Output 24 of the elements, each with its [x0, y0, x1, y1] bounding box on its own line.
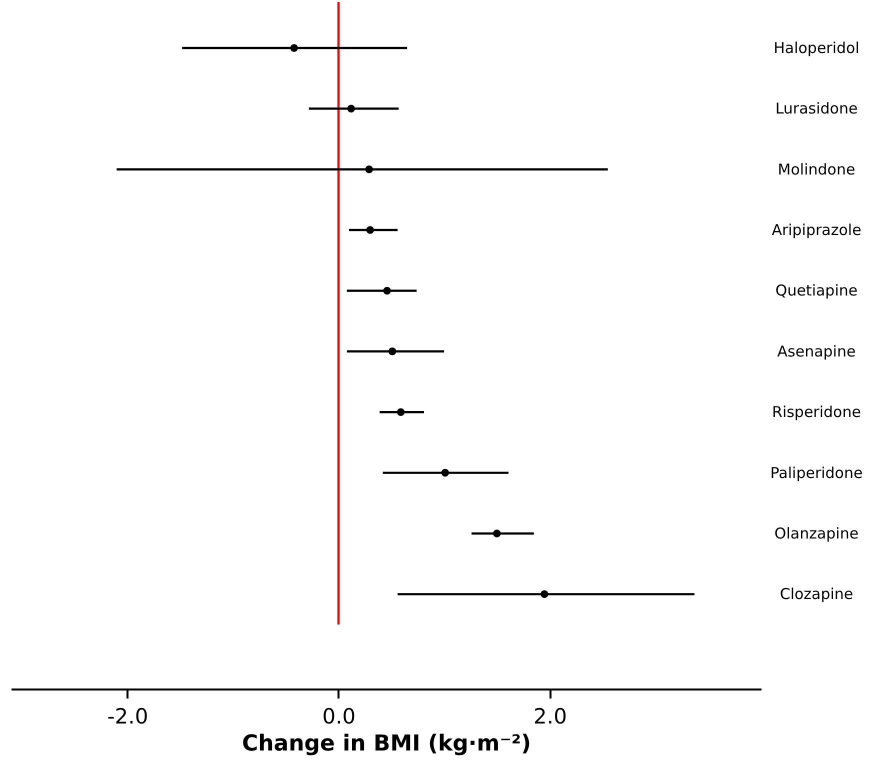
x-tick-label: 0.0 — [322, 704, 356, 728]
point — [396, 408, 405, 416]
point — [347, 104, 356, 113]
point — [290, 44, 298, 52]
point — [365, 165, 373, 174]
y-tick-label: Lurasidone — [775, 100, 858, 118]
y-tick-label: Asenapine — [777, 342, 856, 360]
y-tick-label: Clozapine — [780, 585, 854, 604]
point — [383, 286, 391, 295]
point — [540, 590, 548, 598]
x-tick-label: 2.0 — [534, 704, 567, 728]
point — [493, 530, 501, 538]
x-axis-title: Change in BMI (kg·m⁻²) — [242, 732, 532, 756]
point — [441, 468, 450, 477]
y-tick-label: Risperidone — [772, 403, 861, 422]
point — [366, 226, 374, 234]
y-tick-label: Haloperidol — [774, 38, 860, 57]
y-tick-label: Olanzapine — [774, 524, 859, 542]
y-tick-label: Quetiapine — [775, 282, 858, 300]
y-tick-label: Aripiprazole — [772, 221, 862, 240]
y-tick-label: Paliperidone — [770, 464, 863, 482]
point — [388, 348, 396, 356]
x-tick-label: -2.0 — [107, 704, 148, 728]
y-tick-label: Molindone — [778, 160, 856, 178]
